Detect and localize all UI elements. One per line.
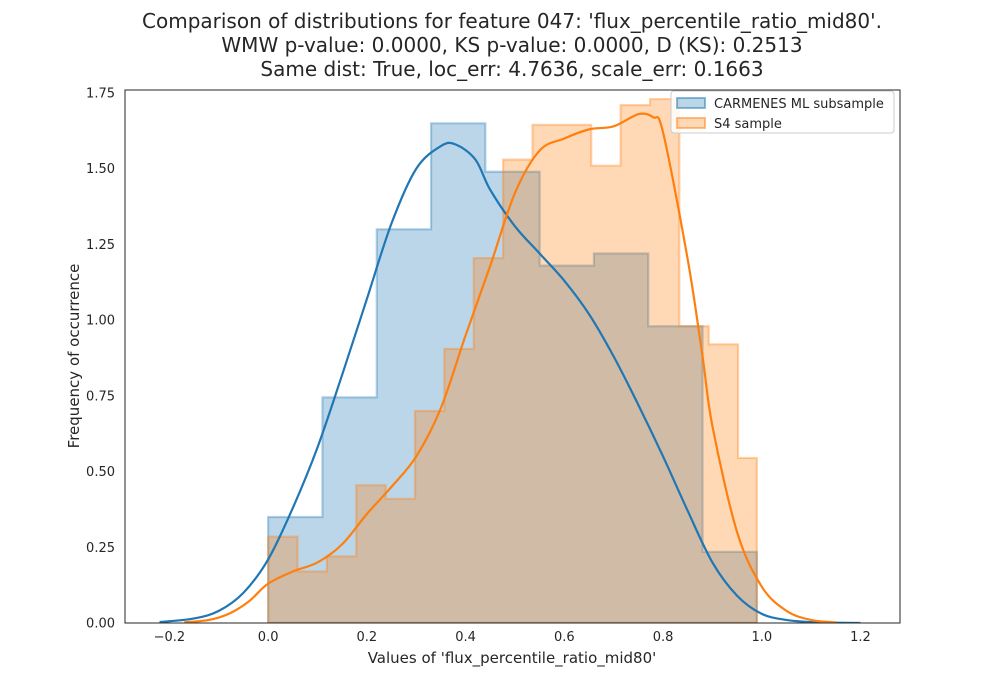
legend-label: CARMENES ML subsample bbox=[714, 97, 884, 112]
x-tick-label: 0.4 bbox=[455, 630, 476, 645]
x-tick-label: 0.6 bbox=[554, 630, 575, 645]
y-axis: 0.00 0.25 0.50 0.75 1.00 1.25 1.50 1.75 bbox=[86, 87, 115, 632]
series-1-histogram bbox=[267, 122, 758, 623]
chart-title-line-1: Comparison of distributions for feature … bbox=[142, 9, 882, 33]
y-tick-label: 0.25 bbox=[86, 541, 115, 556]
series-2-bars bbox=[267, 97, 758, 623]
y-tick-label: 1.25 bbox=[86, 238, 115, 253]
y-tick-label: 0.50 bbox=[86, 465, 115, 480]
plot-area bbox=[159, 97, 861, 623]
series-1-kde-line bbox=[159, 141, 861, 623]
y-tick-label: 1.50 bbox=[86, 162, 115, 177]
series-1-bars bbox=[267, 122, 758, 623]
y-tick-label: 0.75 bbox=[86, 389, 115, 404]
legend-swatch bbox=[676, 117, 706, 129]
legend-swatch bbox=[676, 97, 706, 109]
legend-item: CARMENES ML subsample bbox=[676, 97, 884, 112]
plot-frame bbox=[124, 89, 901, 624]
chart-title: Comparison of distributions for feature … bbox=[142, 9, 882, 81]
y-axis-label: Frequency of occurrence bbox=[65, 264, 83, 449]
chart-title-line-2: WMW p-value: 0.0000, KS p-value: 0.0000,… bbox=[221, 33, 802, 57]
y-tick-label: 1.75 bbox=[86, 87, 115, 102]
x-axis: −0.2 0.0 0.2 0.4 0.6 0.8 1.0 1.2 bbox=[154, 630, 871, 645]
series-2-kde-line bbox=[184, 112, 836, 623]
x-axis-label: Values of 'flux_percentile_ratio_mid80' bbox=[368, 649, 657, 668]
x-tick-label: −0.2 bbox=[154, 630, 186, 645]
legend-box bbox=[670, 90, 895, 134]
chart-title-line-3: Same dist: True, loc_err: 4.7636, scale_… bbox=[260, 57, 763, 81]
x-tick-label: 1.2 bbox=[850, 630, 871, 645]
y-tick-label: 0.00 bbox=[86, 617, 115, 632]
legend-label: S4 sample bbox=[714, 117, 782, 132]
x-tick-label: 1.0 bbox=[751, 630, 772, 645]
y-tick-label: 1.00 bbox=[86, 314, 115, 329]
x-tick-label: 0.2 bbox=[357, 630, 378, 645]
legend-item: S4 sample bbox=[676, 117, 782, 132]
x-tick-label: 0.8 bbox=[653, 630, 674, 645]
legend: CARMENES ML subsample S4 sample bbox=[670, 90, 895, 134]
x-tick-label: 0.0 bbox=[258, 630, 279, 645]
series-2-histogram bbox=[267, 97, 758, 623]
